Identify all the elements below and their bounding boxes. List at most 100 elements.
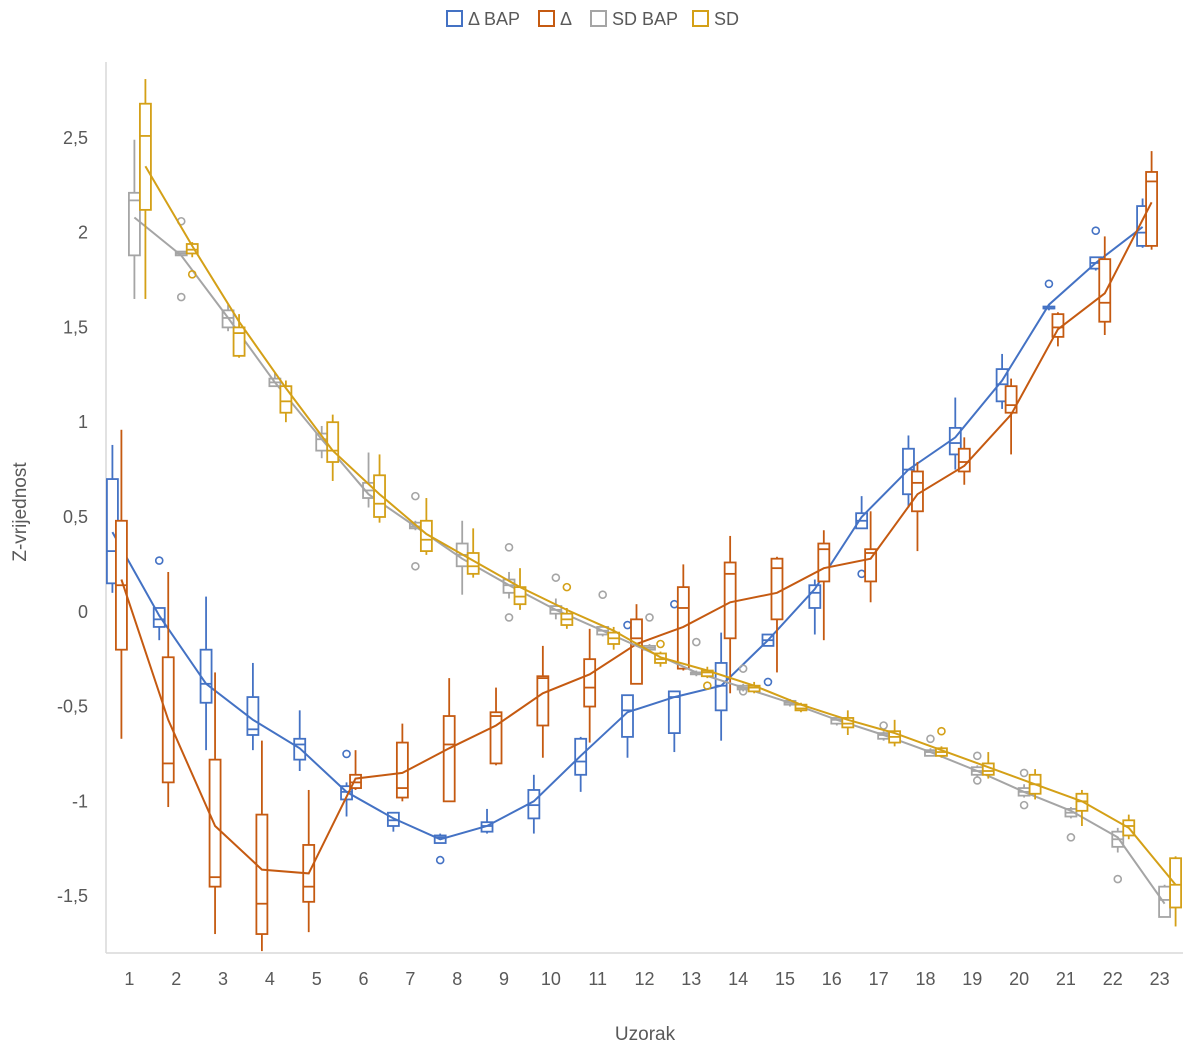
outlier-point bbox=[598, 590, 607, 600]
x-axis-ticks: 1 2 3 4 5 6 7 8 9 10 11 12 13 14 15 16 17 18 19 20 21 22 23 bbox=[124, 969, 1169, 989]
outlier-point bbox=[411, 561, 420, 571]
x-tick-label: 12 bbox=[634, 969, 654, 989]
outlier-point bbox=[551, 573, 561, 582]
y-tick-label: 2,5 bbox=[63, 128, 88, 148]
box bbox=[128, 191, 141, 257]
box bbox=[326, 421, 340, 463]
box bbox=[279, 385, 293, 414]
x-tick-label: 14 bbox=[728, 969, 748, 989]
y-tick-label: 1,5 bbox=[63, 317, 88, 337]
mean-line bbox=[111, 226, 1144, 841]
box bbox=[199, 648, 213, 704]
outlier-point bbox=[504, 543, 514, 552]
legend-label: Δ BAP bbox=[468, 9, 520, 29]
outlier-point bbox=[623, 620, 632, 630]
outlier-point bbox=[562, 582, 572, 592]
legend-swatch bbox=[538, 10, 555, 27]
box bbox=[841, 717, 855, 729]
box bbox=[995, 368, 1009, 403]
legend-swatch bbox=[446, 10, 463, 27]
box bbox=[255, 813, 269, 935]
x-tick-label: 15 bbox=[775, 969, 795, 989]
x-tick-label: 6 bbox=[359, 969, 369, 989]
outlier-point bbox=[857, 569, 866, 579]
x-tick-label: 20 bbox=[1009, 969, 1029, 989]
legend-swatch bbox=[590, 10, 607, 27]
y-axis-ticks: -1,5 -1 -0,5 0 0,5 1 1,5 2 2,5 bbox=[57, 128, 88, 906]
mean-line bbox=[144, 165, 1177, 886]
y-tick-label: -1 bbox=[72, 791, 88, 811]
box bbox=[419, 519, 433, 553]
series-group bbox=[139, 79, 1182, 927]
y-tick-label: 0,5 bbox=[63, 507, 88, 527]
x-tick-label: 22 bbox=[1103, 969, 1123, 989]
outlier-point bbox=[972, 776, 982, 785]
y-axis-title: Z-vrijednost bbox=[10, 462, 31, 562]
legend-swatch bbox=[692, 10, 709, 27]
outlier-point bbox=[411, 491, 420, 501]
x-tick-label: 13 bbox=[681, 969, 701, 989]
series-group bbox=[106, 198, 1149, 865]
legend-label: SD BAP bbox=[612, 9, 678, 29]
x-axis-title: Uzorak bbox=[615, 1024, 676, 1045]
y-tick-label: 1 bbox=[78, 412, 88, 432]
x-tick-label: 2 bbox=[171, 969, 181, 989]
x-tick-label: 18 bbox=[915, 969, 935, 989]
legend: Δ BAP Δ SD BAP SD bbox=[446, 9, 739, 29]
x-tick-label: 23 bbox=[1150, 969, 1170, 989]
x-tick-label: 3 bbox=[218, 969, 228, 989]
x-tick-label: 11 bbox=[588, 969, 607, 989]
box bbox=[349, 773, 362, 789]
outlier-point bbox=[154, 556, 164, 565]
outlier-point bbox=[187, 270, 197, 279]
box bbox=[1145, 171, 1158, 247]
mean-line bbox=[120, 201, 1153, 875]
x-tick-label: 8 bbox=[452, 969, 462, 989]
x-tick-label: 1 bbox=[124, 969, 134, 989]
series-group bbox=[115, 151, 1158, 952]
outlier-point bbox=[435, 855, 445, 865]
x-tick-label: 19 bbox=[962, 969, 982, 989]
x-tick-label: 16 bbox=[822, 969, 842, 989]
outlier-point bbox=[1091, 226, 1101, 236]
box bbox=[152, 607, 166, 628]
outlier-point bbox=[176, 292, 186, 302]
box bbox=[630, 618, 643, 685]
outlier-point bbox=[1113, 874, 1123, 884]
outlier-point bbox=[879, 721, 888, 730]
x-tick-label: 10 bbox=[541, 969, 561, 989]
outlier-point bbox=[504, 613, 514, 622]
box bbox=[185, 243, 199, 255]
x-tick-label: 17 bbox=[869, 969, 889, 989]
box bbox=[442, 715, 456, 803]
box bbox=[373, 474, 386, 518]
box bbox=[1169, 857, 1182, 909]
outlier-point bbox=[738, 664, 748, 673]
outlier-point bbox=[703, 681, 712, 691]
box bbox=[864, 548, 878, 583]
legend-label: Δ bbox=[560, 9, 572, 29]
outlier-point bbox=[656, 639, 665, 649]
series-group bbox=[128, 139, 1171, 918]
outlier-point bbox=[645, 613, 654, 622]
box bbox=[489, 711, 503, 765]
box bbox=[208, 758, 222, 888]
x-tick-label: 21 bbox=[1056, 969, 1076, 989]
box bbox=[139, 102, 152, 211]
y-tick-label: -1,5 bbox=[57, 886, 88, 906]
plot-area bbox=[106, 79, 1182, 952]
y-tick-label: 2 bbox=[78, 223, 88, 243]
outlier-point bbox=[926, 734, 935, 744]
legend-label: SD bbox=[714, 9, 739, 29]
y-tick-label: -0,5 bbox=[57, 697, 88, 717]
x-tick-label: 7 bbox=[405, 969, 415, 989]
outlier-point bbox=[670, 599, 679, 609]
box bbox=[808, 584, 822, 609]
box bbox=[536, 675, 550, 727]
box bbox=[232, 326, 246, 357]
outlier-point bbox=[1019, 800, 1029, 810]
box bbox=[583, 658, 597, 708]
outlier-point bbox=[763, 677, 773, 687]
box bbox=[667, 690, 681, 734]
